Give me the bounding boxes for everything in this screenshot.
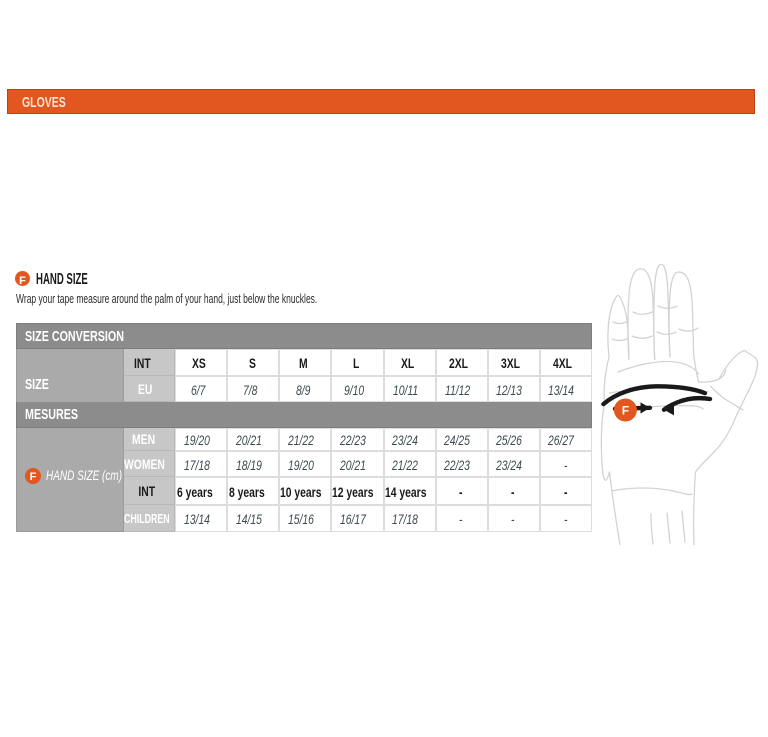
svg-text:F: F xyxy=(622,403,629,417)
